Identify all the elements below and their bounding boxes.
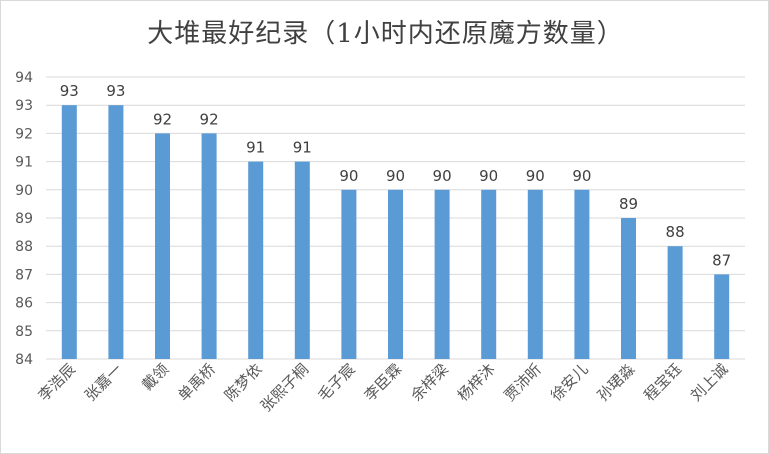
x-tick-label: 毛子宸 <box>314 360 359 405</box>
data-label: 91 <box>246 139 265 157</box>
y-tick-label: 92 <box>15 126 33 142</box>
bar <box>667 246 683 359</box>
data-label: 90 <box>526 167 545 185</box>
x-tick-label: 单禹桥 <box>174 360 219 405</box>
data-label: 91 <box>293 139 312 157</box>
x-tick-label: 张嘉一 <box>81 360 126 405</box>
x-tick-label: 杨梓沐 <box>454 360 499 405</box>
x-tick-label: 李浩辰 <box>35 360 80 405</box>
bar <box>108 105 124 359</box>
data-label: 92 <box>153 110 172 128</box>
data-label: 90 <box>479 167 498 185</box>
x-tick-label: 李臣霖 <box>361 360 406 405</box>
y-tick-label: 86 <box>15 296 33 312</box>
bar <box>388 189 403 359</box>
x-tick-label: 刘上诚 <box>687 360 732 405</box>
data-label: 92 <box>200 110 219 128</box>
x-tick-label: 戴领 <box>138 360 172 394</box>
data-label: 89 <box>619 195 638 213</box>
bar <box>61 105 77 359</box>
x-tick-label: 余梓梁 <box>407 360 452 405</box>
bar <box>527 189 543 359</box>
data-label: 90 <box>386 167 405 185</box>
y-tick-label: 91 <box>15 155 33 171</box>
y-tick-label: 94 <box>15 70 33 86</box>
bar <box>341 189 357 359</box>
y-tick-label: 87 <box>15 267 33 283</box>
bar <box>248 161 264 359</box>
x-tick-label: 孙珺淼 <box>594 360 639 405</box>
bar <box>481 189 497 359</box>
bar <box>434 189 450 359</box>
y-tick-label: 90 <box>15 183 33 199</box>
y-tick-label: 93 <box>15 98 33 114</box>
bar <box>201 133 217 359</box>
y-tick-label: 88 <box>15 239 33 255</box>
y-tick-label: 85 <box>15 324 33 340</box>
x-tick-label: 徐安儿 <box>547 360 592 405</box>
x-tick-label: 张熙子桐 <box>257 360 312 415</box>
y-tick-label: 84 <box>15 352 33 368</box>
x-tick-label: 贾沛昕 <box>501 360 546 405</box>
data-label: 93 <box>60 82 79 100</box>
data-label: 90 <box>339 167 358 185</box>
bar <box>155 133 170 359</box>
chart-title: 大堆最好纪录（1小时内还原魔方数量） <box>147 19 624 49</box>
data-label: 90 <box>433 167 452 185</box>
bar <box>294 161 310 359</box>
data-label: 87 <box>712 251 731 269</box>
x-tick-label: 程宝钰 <box>640 360 685 405</box>
bar <box>621 218 636 359</box>
bar <box>714 274 730 359</box>
y-tick-label: 89 <box>15 211 33 227</box>
x-tick-label: 陈梦依 <box>221 360 266 405</box>
data-label: 93 <box>106 82 125 100</box>
data-label: 90 <box>572 167 591 185</box>
bar <box>574 189 590 359</box>
data-label: 88 <box>666 223 685 241</box>
